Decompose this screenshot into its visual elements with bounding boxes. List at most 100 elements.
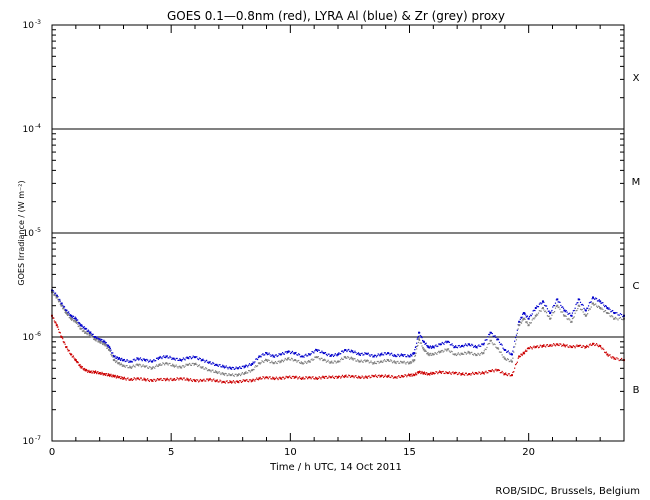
trace-dot xyxy=(138,359,140,361)
trace-dot xyxy=(601,348,603,350)
trace-dot xyxy=(298,377,300,379)
trace-dot xyxy=(611,314,613,317)
trace-dot xyxy=(183,358,185,360)
data-point xyxy=(394,361,397,364)
trace-dot xyxy=(66,313,68,315)
trace-dot xyxy=(450,373,452,375)
trace-dot xyxy=(588,302,591,304)
trace-dot xyxy=(304,360,306,363)
trace-dot xyxy=(528,316,531,318)
trace-dot xyxy=(376,355,378,357)
trace-dot xyxy=(192,362,194,365)
trace-dot xyxy=(71,318,73,320)
trace-dot xyxy=(530,322,532,324)
trace-dot xyxy=(298,376,301,378)
trace-dot xyxy=(431,346,433,348)
data-point xyxy=(179,359,182,362)
trace-dot xyxy=(352,359,354,361)
trace-dot xyxy=(253,362,255,364)
trace-dot xyxy=(615,312,617,314)
series-2 xyxy=(51,291,625,377)
trace-dot xyxy=(248,381,250,383)
trace-dot xyxy=(119,364,122,366)
trace-dot xyxy=(506,351,508,353)
trace-dot xyxy=(497,338,500,341)
trace-dot xyxy=(491,342,493,344)
data-point xyxy=(117,357,120,360)
trace-dot xyxy=(345,357,347,359)
data-point xyxy=(563,314,566,317)
trace-dot xyxy=(88,330,90,332)
trace-dot xyxy=(562,306,564,308)
trace-dot xyxy=(221,366,223,368)
trace-dot xyxy=(206,359,208,361)
trace-dot xyxy=(54,295,57,297)
trace-dot xyxy=(604,351,606,353)
trace-dot xyxy=(163,355,165,357)
trace-dot xyxy=(557,306,559,309)
trace-dot xyxy=(539,310,541,312)
trace-dot xyxy=(348,348,350,351)
trace-dot xyxy=(557,344,559,346)
trace-dot xyxy=(263,354,265,356)
trace-dot xyxy=(112,352,114,354)
trace-dot xyxy=(107,374,109,376)
trace-dot xyxy=(622,319,624,321)
data-point xyxy=(215,379,218,382)
trace-dot xyxy=(239,366,241,368)
trace-dot xyxy=(569,345,571,347)
trace-dot xyxy=(486,339,488,341)
trace-dot xyxy=(77,360,79,363)
trace-dot xyxy=(404,374,406,376)
trace-dot xyxy=(206,378,208,380)
trace-dot xyxy=(543,309,545,311)
trace-dot xyxy=(481,371,484,373)
trace-dot xyxy=(211,363,213,365)
trace-dot xyxy=(108,344,110,347)
trace-dot xyxy=(587,313,589,315)
data-point xyxy=(387,359,390,362)
trace-dot xyxy=(224,372,226,375)
trace-dot xyxy=(568,317,570,320)
trace-dot xyxy=(478,344,480,346)
trace-dot xyxy=(162,362,164,364)
trace-dot xyxy=(253,368,255,371)
data-point xyxy=(613,357,616,360)
data-point xyxy=(251,379,254,382)
trace-dot xyxy=(120,378,122,380)
trace-dot xyxy=(367,352,369,354)
trace-dot xyxy=(85,370,87,372)
trace-dot xyxy=(126,359,128,361)
trace-dot xyxy=(175,357,177,360)
data-point xyxy=(89,331,92,334)
trace-dot xyxy=(458,344,460,347)
trace-dot xyxy=(398,362,400,364)
trace-dot xyxy=(547,310,549,312)
trace-dot xyxy=(417,344,419,347)
trace-dot xyxy=(470,345,472,347)
trace-dot xyxy=(285,351,287,353)
trace-dot xyxy=(471,373,473,375)
trace-dot xyxy=(575,303,577,306)
trace-dot xyxy=(298,359,300,362)
data-point xyxy=(527,347,530,350)
trace-dot xyxy=(552,344,554,346)
trace-dot xyxy=(392,377,395,379)
data-point xyxy=(286,357,289,360)
trace-dot xyxy=(126,365,128,367)
trace-dot xyxy=(240,381,243,383)
trace-dot xyxy=(375,356,378,358)
data-point xyxy=(222,373,225,376)
trace-dot xyxy=(540,310,542,312)
trace-dot xyxy=(612,356,615,358)
trace-dot xyxy=(357,377,359,379)
trace-dot xyxy=(176,366,178,368)
trace-dot xyxy=(567,318,569,321)
trace-dot xyxy=(242,379,244,381)
trace-dot xyxy=(416,372,418,374)
trace-dot xyxy=(116,356,119,359)
trace-dot xyxy=(366,377,369,379)
trace-dot xyxy=(404,354,406,356)
trace-dot xyxy=(338,352,340,354)
trace-dot xyxy=(85,331,87,333)
